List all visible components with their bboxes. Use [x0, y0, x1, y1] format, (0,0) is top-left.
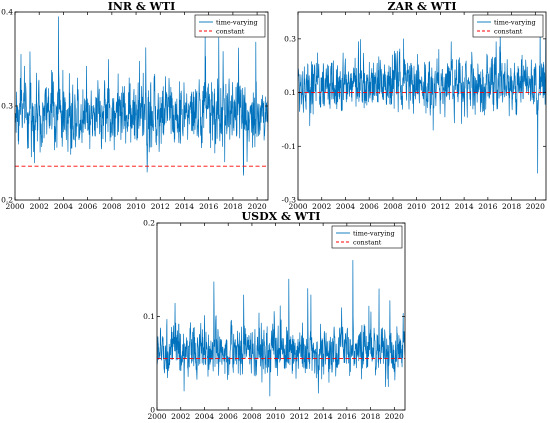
y-tick-label: 0.3 — [1, 102, 13, 111]
x-tick-label: 2014 — [455, 202, 474, 211]
legend-label: time-varying — [353, 229, 395, 237]
x-tick-label: 2018 — [502, 202, 521, 211]
x-tick-label: 2000 — [5, 202, 24, 211]
y-tick-label: 0.2 — [143, 219, 155, 228]
x-tick-label: 2018 — [361, 412, 380, 421]
x-tick-label: 2008 — [242, 412, 261, 421]
x-tick-label: 2012 — [151, 202, 170, 211]
x-tick-label: 2000 — [147, 412, 166, 421]
legend-label: constant — [216, 27, 245, 35]
x-tick-label: 2002 — [312, 202, 331, 211]
x-tick-label: 2002 — [30, 202, 49, 211]
chart-title: USDX & WTI — [242, 210, 321, 223]
x-tick-label: 2006 — [78, 202, 97, 211]
y-tick-label: 0.2 — [1, 196, 13, 205]
x-tick-label: 2010 — [266, 412, 285, 421]
chart-panel-2: USDX & WTI 2000 2002 2004 2006 2008 2010 2012 20… — [143, 210, 406, 421]
legend-label: constant — [353, 238, 382, 246]
chart-panel-1: ZAR & WTI 2000 2002 2004 2006 2008 2010 2012 201… — [282, 0, 547, 211]
legend-label: time-varying — [494, 18, 536, 26]
x-tick-label: 2000 — [288, 202, 307, 211]
x-tick-label: 2012 — [290, 412, 309, 421]
chart-title: INR & WTI — [108, 0, 176, 13]
chart-panel-0: INR & WTI 2000 2002 2004 2006 2008 2010 2012 201… — [1, 0, 269, 211]
x-tick-label: 2002 — [171, 412, 190, 421]
x-tick-label: 2012 — [431, 202, 450, 211]
y-tick-label: -0.3 — [282, 196, 297, 205]
x-tick-label: 2020 — [526, 202, 545, 211]
x-tick-label: 2008 — [102, 202, 121, 211]
axes-box — [297, 11, 547, 201]
x-tick-label: 2020 — [385, 412, 404, 421]
y-tick-label: 0.1 — [143, 312, 155, 321]
series-time-varying-line — [157, 260, 405, 397]
x-tick-label: 2016 — [337, 412, 356, 421]
x-tick-label: 2020 — [248, 202, 267, 211]
x-tick-label: 2004 — [195, 412, 214, 421]
legend-label: constant — [494, 27, 523, 35]
y-tick-label: 0.1 — [284, 88, 296, 97]
x-tick-label: 2016 — [199, 202, 218, 211]
legend-box — [472, 14, 544, 38]
x-tick-label: 2004 — [54, 202, 73, 211]
series-time-varying-line — [15, 16, 268, 176]
axes-box — [156, 222, 406, 411]
x-tick-label: 2016 — [478, 202, 497, 211]
legend-box — [194, 14, 266, 38]
chart-title: ZAR & WTI — [388, 0, 457, 13]
legend-box — [331, 225, 403, 249]
x-tick-label: 2014 — [175, 202, 194, 211]
y-tick-label: -0.1 — [282, 142, 296, 151]
x-tick-label: 2006 — [360, 202, 379, 211]
legend-label: time-varying — [216, 18, 258, 26]
x-tick-label: 2010 — [407, 202, 426, 211]
x-tick-label: 2014 — [314, 412, 333, 421]
series-time-varying-line — [298, 17, 546, 174]
x-tick-label: 2004 — [336, 202, 355, 211]
x-tick-label: 2018 — [223, 202, 242, 211]
y-tick-label: 0 — [150, 406, 155, 415]
y-tick-label: 0.4 — [1, 8, 13, 17]
x-tick-label: 2008 — [383, 202, 402, 211]
x-tick-label: 2006 — [219, 412, 238, 421]
x-tick-label: 2010 — [127, 202, 146, 211]
y-tick-label: 0.3 — [284, 34, 296, 43]
